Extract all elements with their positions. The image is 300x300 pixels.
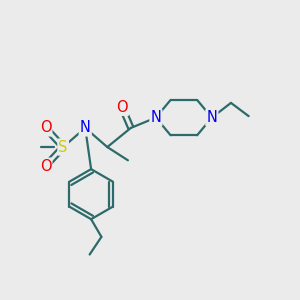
Text: N: N: [206, 110, 217, 125]
Text: O: O: [40, 120, 51, 135]
Text: O: O: [116, 100, 128, 115]
Text: S: S: [58, 140, 68, 154]
Text: N: N: [80, 120, 91, 135]
Text: O: O: [40, 159, 51, 174]
Text: N: N: [151, 110, 161, 125]
